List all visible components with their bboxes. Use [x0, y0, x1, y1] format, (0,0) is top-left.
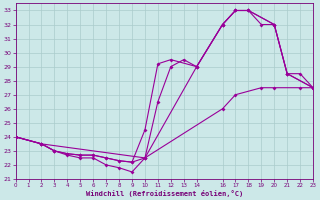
- X-axis label: Windchill (Refroidissement éolien,°C): Windchill (Refroidissement éolien,°C): [86, 190, 243, 197]
